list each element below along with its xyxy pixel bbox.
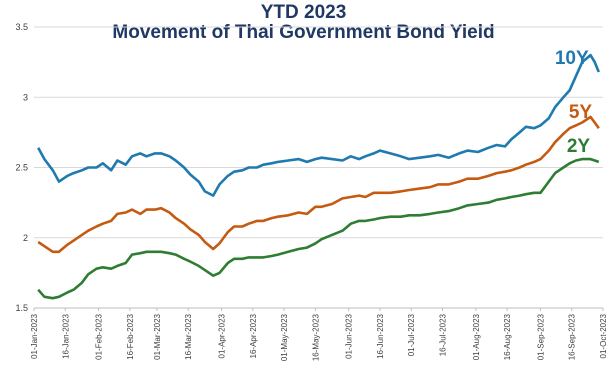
x-tick-label: 01-Jan-2023: [30, 313, 39, 358]
y-tick-label: 3.5: [15, 22, 28, 32]
x-tick-label: 01-Jul-2023: [407, 313, 416, 356]
x-tick-label: 16-Mar-2023: [184, 313, 193, 359]
x-tick-label: 01-Aug-2023: [472, 313, 481, 360]
x-tick-label: 01-Feb-2023: [95, 313, 104, 359]
y-tick-label: 2: [23, 233, 28, 243]
series-line-5y: [37, 115, 600, 254]
y-tick-label: 1.5: [15, 303, 28, 313]
chart-title: YTD 2023: [260, 2, 347, 23]
x-tick-label: 16-Sep-2023: [568, 313, 577, 360]
x-tick-label: 01-Apr-2023: [218, 313, 227, 358]
x-tick-label: 01-Sep-2023: [536, 313, 545, 360]
x-tick-label: 16-Aug-2023: [503, 313, 512, 360]
x-tick-label: 16-Jul-2023: [439, 313, 448, 356]
y-tick-label: 2.5: [15, 163, 28, 173]
series-line-10y: [37, 53, 601, 197]
x-tick-label: 16-Apr-2023: [249, 313, 258, 358]
x-tick-label: 01-Oct-2023: [599, 313, 607, 358]
x-tick-label: 01-Mar-2023: [153, 313, 162, 359]
x-tick-label: 16-Jun-2023: [376, 313, 385, 358]
series-label-2y: 2Y: [567, 136, 591, 157]
series-line-2y: [37, 157, 600, 300]
x-tick-label: 16-Jan-2023: [61, 313, 70, 358]
x-tick-label: 01-May-2023: [280, 313, 289, 361]
series-label-5y: 5Y: [569, 102, 593, 123]
x-tick-label: 16-May-2023: [311, 313, 320, 361]
x-tick-label: 01-Jun-2023: [345, 313, 354, 358]
x-tick-label: 16-Feb-2023: [126, 313, 135, 359]
series-label-10y: 10Y: [555, 48, 589, 69]
y-tick-label: 3: [23, 92, 28, 102]
